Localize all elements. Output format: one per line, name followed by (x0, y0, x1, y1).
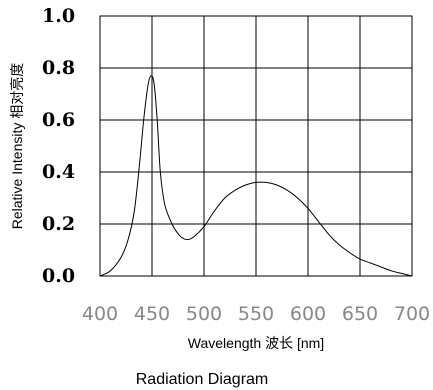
x-tick-label: 500 (186, 303, 222, 325)
y-tick-label: 0.8 (42, 57, 75, 79)
y-tick-label: 0.6 (42, 109, 75, 131)
x-axis-title: Wavelength 波长 [nm] (188, 335, 324, 351)
x-tick-label: 550 (238, 303, 274, 325)
y-axis-title: Relative Intensity 相对亮度 (9, 63, 25, 230)
grid (100, 16, 412, 276)
y-tick-label: 0.4 (42, 161, 75, 183)
y-tick-label: 0.2 (42, 213, 75, 235)
x-axis-ticks: 400 450 500 550 600 650 700 (82, 303, 430, 325)
y-tick-label: 0.0 (42, 265, 75, 287)
chart-caption: Radiation Diagram (136, 371, 269, 388)
x-tick-label: 700 (394, 303, 430, 325)
x-tick-label: 650 (342, 303, 378, 325)
y-tick-label: 1.0 (42, 5, 75, 27)
y-axis-ticks: 0.0 0.2 0.4 0.6 0.8 1.0 (42, 5, 75, 287)
x-tick-label: 400 (82, 303, 118, 325)
x-tick-label: 600 (290, 303, 326, 325)
x-tick-label: 450 (134, 303, 170, 325)
